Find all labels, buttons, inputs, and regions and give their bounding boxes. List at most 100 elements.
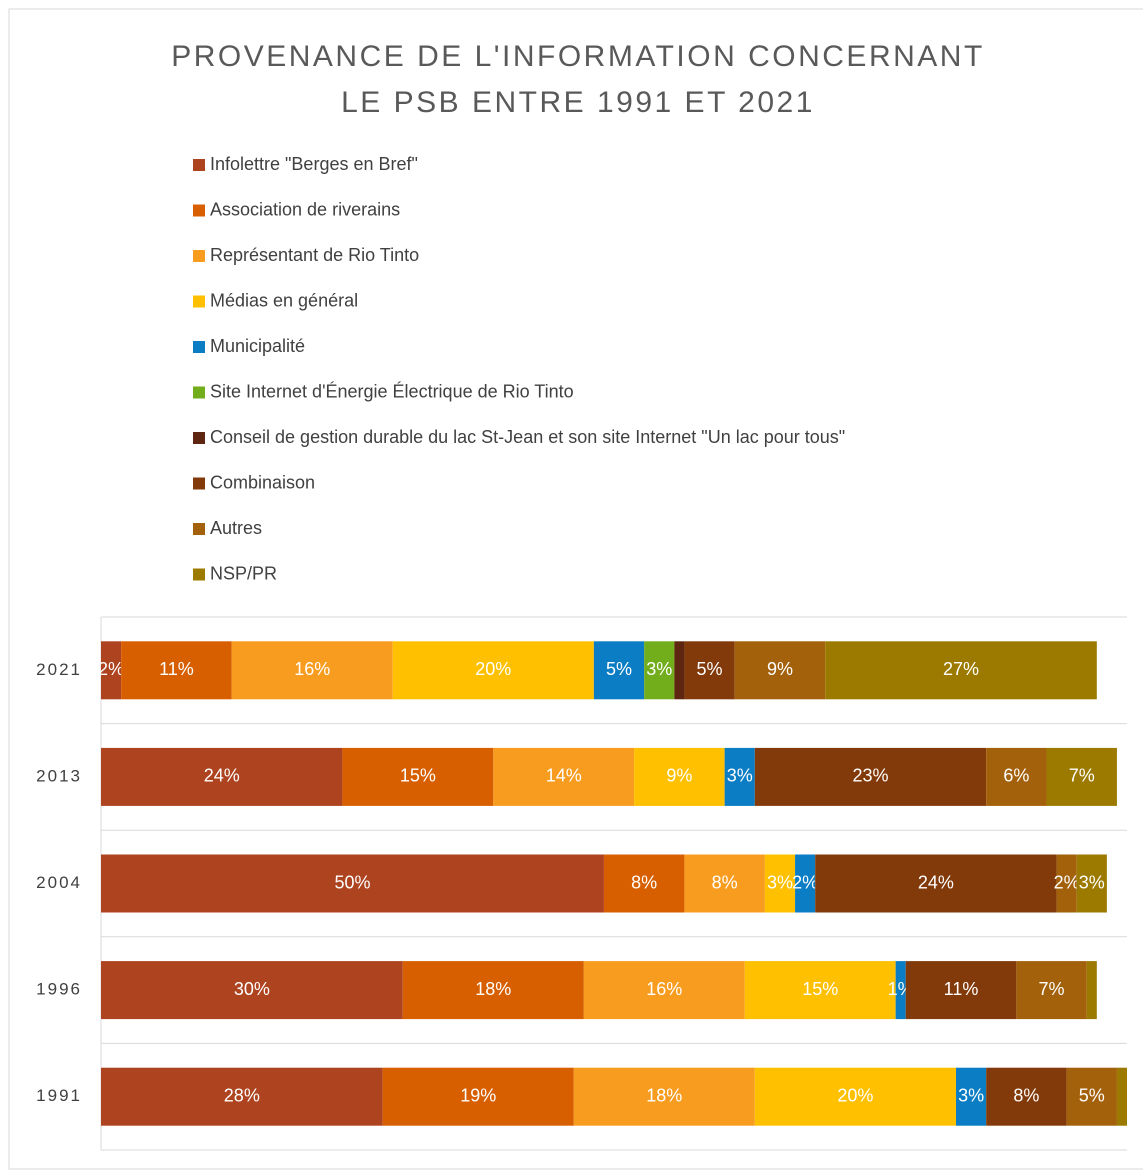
category-label: 1991 <box>36 1086 82 1105</box>
bar-segment <box>573 1067 755 1126</box>
data-label: 3% <box>958 1085 984 1105</box>
data-label: 3% <box>767 872 793 892</box>
bar-segment <box>101 961 403 1020</box>
bar-segment <box>231 641 393 700</box>
legend-label: Médias en général <box>210 290 358 310</box>
bar-segment <box>402 961 584 1020</box>
data-label: 19% <box>460 1085 496 1105</box>
legend-label: Autres <box>210 518 262 538</box>
bar-segment <box>825 641 1097 700</box>
data-label: 11% <box>159 659 194 679</box>
data-label: 23% <box>852 766 888 786</box>
data-label: 3% <box>646 659 672 679</box>
bar-segment <box>1076 854 1107 913</box>
data-label: 5% <box>1079 1085 1105 1105</box>
legend-label: Combinaison <box>210 472 315 492</box>
bar-segment <box>895 961 906 1020</box>
category-label: 2021 <box>36 660 82 679</box>
bar-segment <box>986 1067 1067 1126</box>
bar-segment <box>101 641 122 700</box>
legend-label: Association de riverains <box>210 199 400 219</box>
bar-segment <box>724 747 755 806</box>
data-label: 24% <box>204 766 240 786</box>
legend-swatch <box>193 432 205 444</box>
data-label: 20% <box>475 659 511 679</box>
bar-segment <box>493 747 635 806</box>
bar-segment <box>593 641 645 700</box>
data-label: 16% <box>294 659 330 679</box>
data-label: 11% <box>944 979 979 999</box>
data-label: 2% <box>792 872 818 892</box>
data-label: 18% <box>475 979 511 999</box>
bar-segment <box>754 1067 956 1126</box>
bar-segment <box>101 1067 383 1126</box>
data-label: 5% <box>697 659 723 679</box>
legend-swatch <box>193 477 205 490</box>
bar-segment <box>121 641 232 700</box>
data-label: 8% <box>712 872 738 892</box>
data-label: 7% <box>1069 766 1095 786</box>
legend-swatch <box>193 250 205 262</box>
legend-swatch <box>193 386 205 399</box>
legend-swatch <box>193 341 205 353</box>
legend-label: Infolettre "Berges en Bref" <box>210 154 418 174</box>
bar-segment <box>734 641 826 700</box>
legend-swatch <box>193 523 205 535</box>
bar-segment <box>815 854 1057 913</box>
data-label: 2% <box>1054 872 1080 892</box>
bar-segment <box>101 854 604 913</box>
bar-segment <box>634 747 725 806</box>
bar-segment <box>1016 961 1087 1020</box>
bar-segment <box>764 854 796 913</box>
data-label: 7% <box>1039 979 1065 999</box>
legend-label: Municipalité <box>210 336 305 356</box>
data-label: 5% <box>606 659 632 679</box>
category-label: 2004 <box>36 873 82 892</box>
bar-segment <box>905 961 1017 1020</box>
data-label: 6% <box>1003 766 1029 786</box>
bar-segment <box>1116 1067 1127 1126</box>
data-label: 2% <box>98 659 124 679</box>
legend-label: NSP/PR <box>210 563 277 583</box>
bar-segment <box>684 641 735 700</box>
legend-swatch <box>193 204 205 217</box>
bar-segment <box>674 641 685 700</box>
bar-segment <box>382 1067 574 1126</box>
legend-label: Représentant de Rio Tinto <box>210 245 419 265</box>
data-label: 20% <box>837 1085 873 1105</box>
bar-segment <box>101 747 343 806</box>
bar-segment <box>392 641 594 700</box>
bar-segment <box>744 961 896 1020</box>
legend-swatch <box>193 159 205 171</box>
bar-segment <box>956 1067 987 1126</box>
data-label: 18% <box>646 1085 682 1105</box>
category-label: 1996 <box>36 980 82 999</box>
bar-segment <box>1056 854 1077 913</box>
bar-segment <box>1046 747 1117 806</box>
bar-segment <box>342 747 494 806</box>
data-label: 28% <box>224 1085 260 1105</box>
data-label: 9% <box>666 766 692 786</box>
bar-segment <box>1086 961 1097 1020</box>
bar-segment <box>1066 1067 1117 1126</box>
data-label: 15% <box>802 979 838 999</box>
bar-segment <box>684 854 765 913</box>
data-label: 3% <box>727 766 753 786</box>
bar-segment <box>583 961 745 1020</box>
data-label: 14% <box>546 766 582 786</box>
legend-swatch <box>193 568 205 581</box>
bar-segment <box>644 641 675 700</box>
legend-swatch <box>193 295 205 308</box>
data-label: 15% <box>400 766 436 786</box>
bar-segment <box>603 854 685 913</box>
bar-segment <box>754 747 987 806</box>
chart-title: LE PSB ENTRE 1991 ET 2021 <box>341 86 815 119</box>
data-label: 24% <box>918 872 954 892</box>
data-label: 8% <box>631 872 657 892</box>
data-label: 9% <box>767 659 793 679</box>
chart-title: PROVENANCE DE L'INFORMATION CONCERNANT <box>171 40 985 73</box>
bar-segment <box>986 747 1047 806</box>
data-label: 50% <box>334 872 370 892</box>
data-label: 30% <box>234 979 270 999</box>
